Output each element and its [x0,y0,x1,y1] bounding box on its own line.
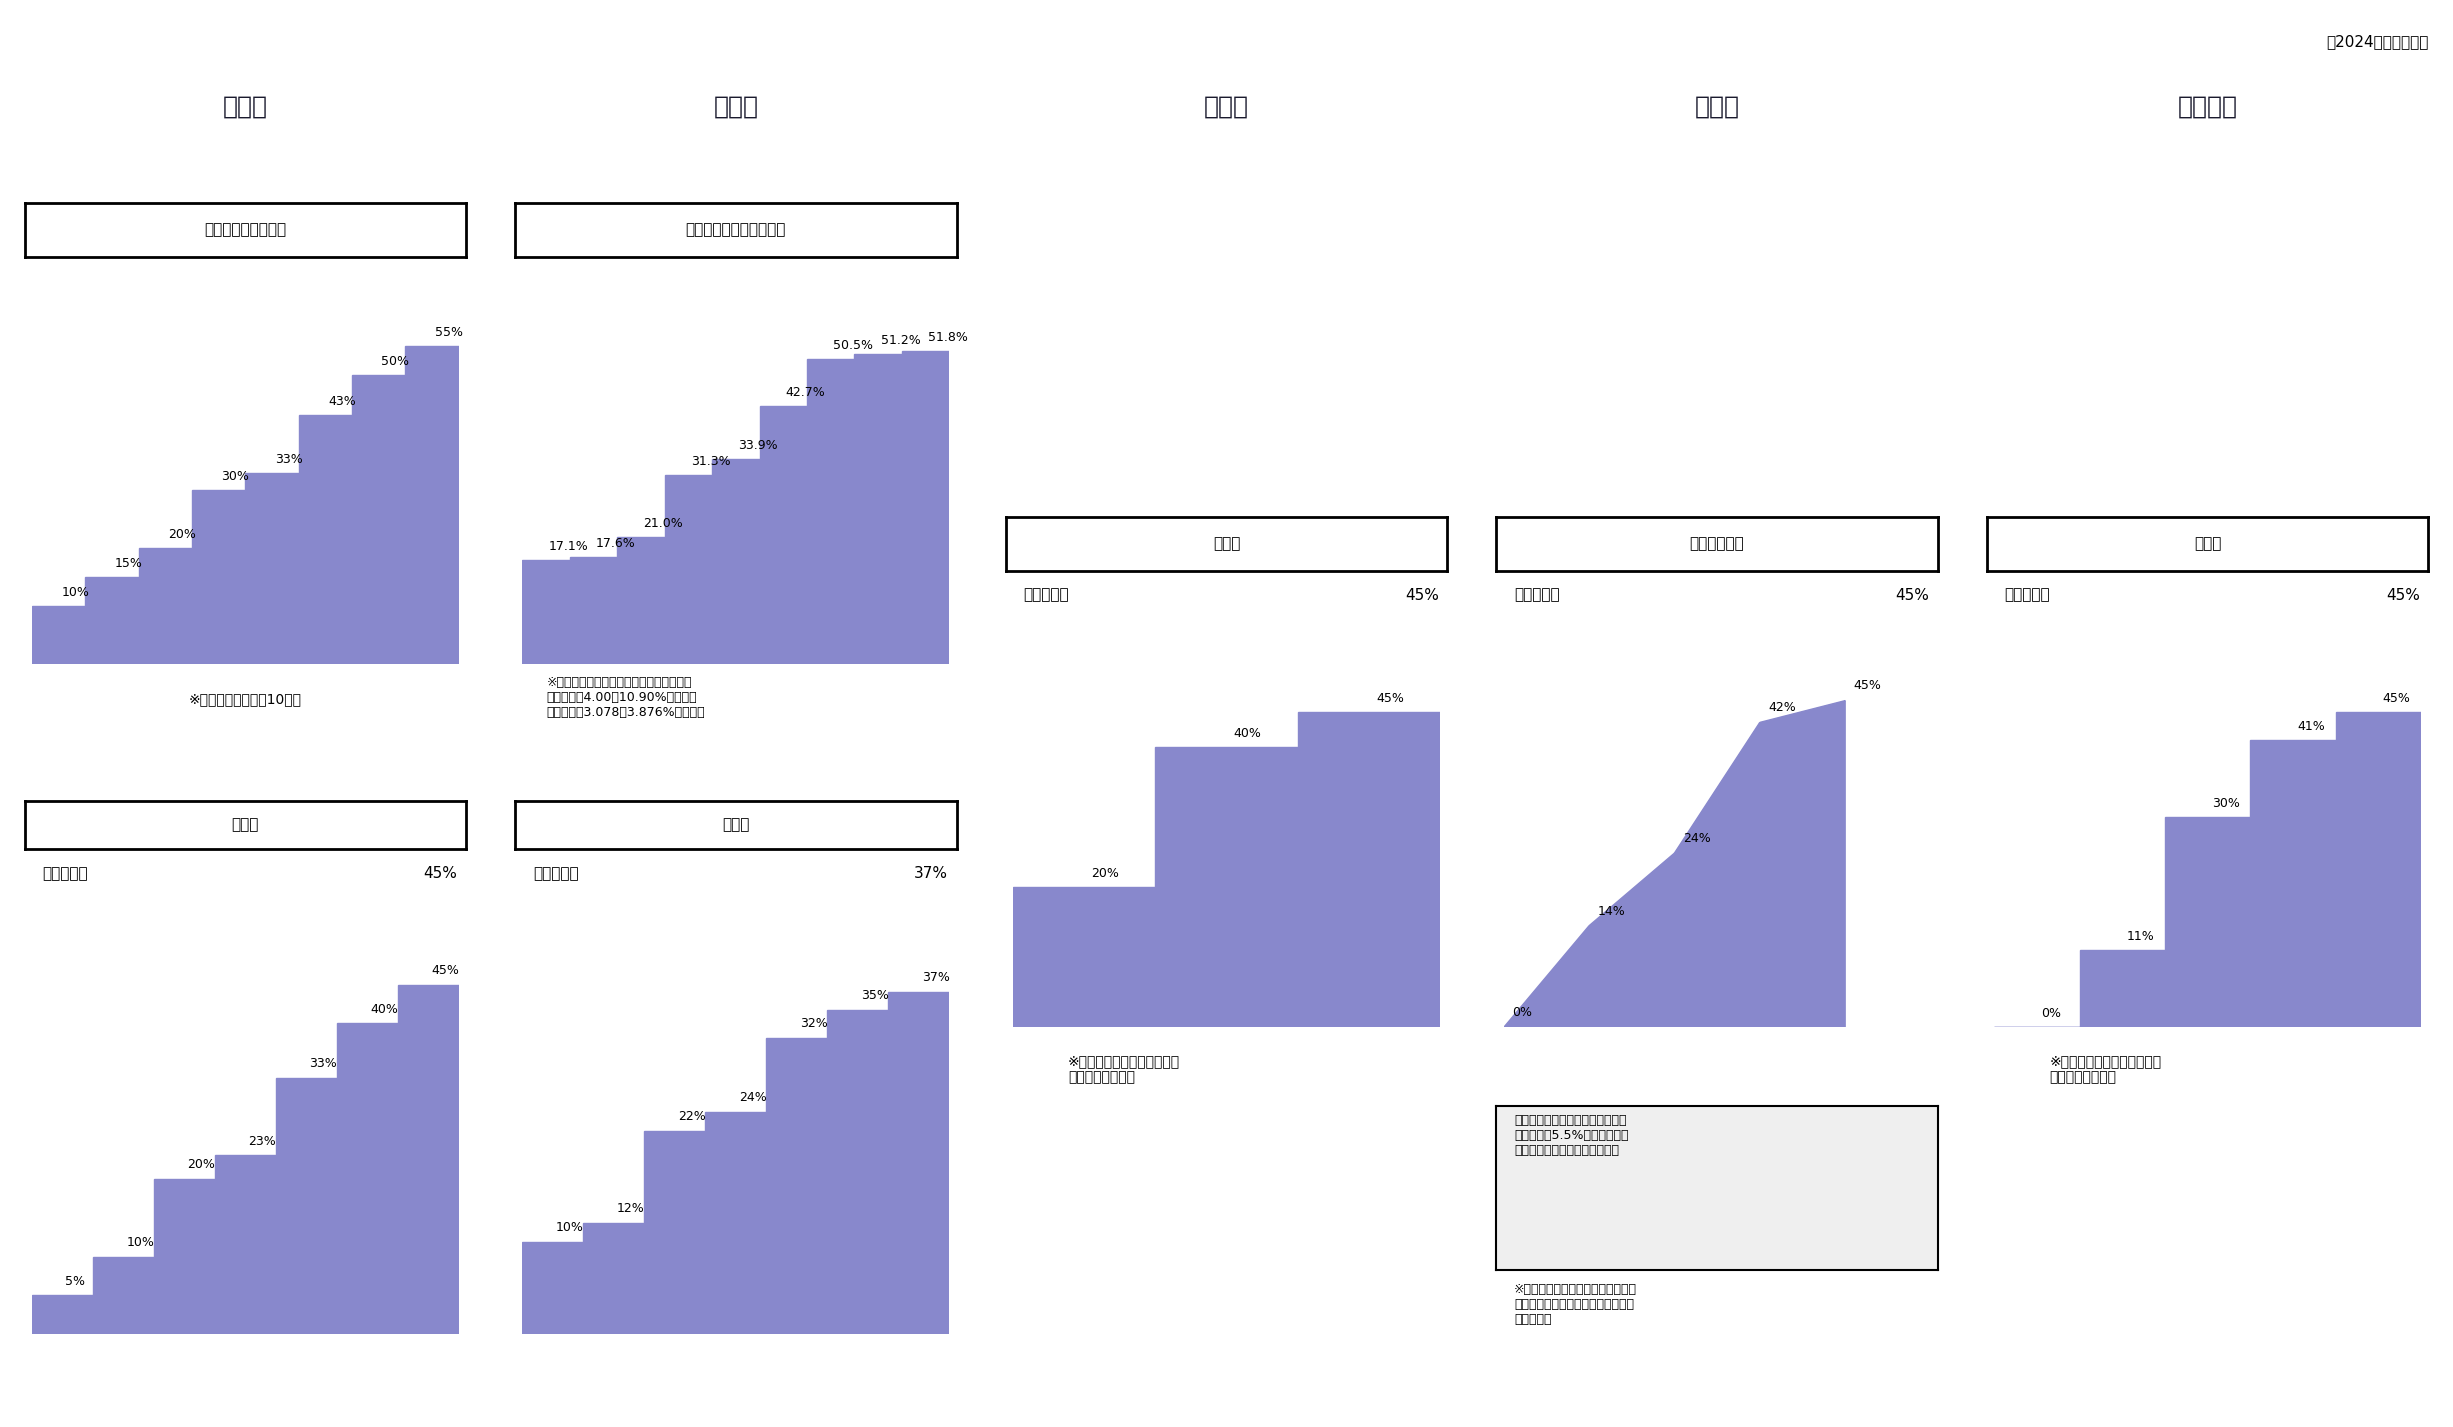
Text: 51.8%: 51.8% [927,331,969,344]
Text: 37%: 37% [922,970,949,983]
Text: 0%: 0% [1511,1006,1533,1019]
Polygon shape [1504,701,1845,1027]
Text: （７段階）: （７段階） [42,866,88,880]
Text: 17.1%: 17.1% [549,541,589,554]
Text: 45%: 45% [1854,679,1881,692]
Text: 所得税: 所得税 [2193,537,2222,551]
Text: 32%: 32% [800,1017,827,1030]
Text: 0%: 0% [2041,1007,2061,1020]
Text: ※所得税は共有税であり、連邦、州
　及び市町村にそれぞれ税収が配分
　される。: ※所得税は共有税であり、連邦、州 及び市町村にそれぞれ税収が配分 される。 [1514,1283,1636,1326]
Text: 45%: 45% [1376,692,1403,705]
Polygon shape [1013,712,1440,1027]
Text: ※個人所得に対して課される
　地方税はない。: ※個人所得に対して課される 地方税はない。 [1067,1055,1180,1085]
Text: 米　国: 米 国 [714,96,758,118]
Text: ドイツ: ドイツ [1695,96,1739,118]
Text: 30%: 30% [221,471,250,484]
Polygon shape [1994,712,2421,1027]
Text: （７段階）: （７段階） [532,866,579,880]
Text: 所得税（＊）: 所得税（＊） [1690,537,1744,551]
Text: 20%: 20% [167,528,196,541]
Text: 51.2%: 51.2% [881,334,920,347]
Text: 21.0%: 21.0% [643,517,684,529]
Text: 33%: 33% [309,1057,336,1070]
Text: 日　本: 日 本 [223,96,267,118]
Text: 17.6%: 17.6% [596,537,635,551]
Text: 55%: 55% [434,327,464,340]
Text: ※個人所得に対して課される
　地方税はない。: ※個人所得に対して課される 地方税はない。 [2048,1055,2161,1085]
Polygon shape [522,351,949,664]
Text: 35%: 35% [861,989,888,1002]
Text: 所得税＋個人住民税: 所得税＋個人住民税 [204,223,287,237]
Text: 所得税: 所得税 [231,818,260,832]
Text: 30%: 30% [2213,796,2240,809]
Text: 14%: 14% [1597,905,1626,918]
Text: 43%: 43% [329,395,356,408]
Text: 33%: 33% [275,452,302,467]
Text: 所得税＋地方個人所得税: 所得税＋地方個人所得税 [687,223,785,237]
Text: 42.7%: 42.7% [785,385,827,398]
Text: 11%: 11% [2127,930,2154,943]
Text: 50%: 50% [380,355,410,368]
Text: 45%: 45% [432,963,459,976]
Text: 24%: 24% [1683,832,1710,845]
Text: （５段階）: （５段階） [2004,588,2051,602]
Text: 20%: 20% [1092,866,1119,880]
Text: （2024年１月現在）: （2024年１月現在） [2325,34,2428,49]
Polygon shape [32,985,459,1334]
Text: 40%: 40% [370,1003,397,1016]
Text: 42%: 42% [1769,701,1796,715]
Text: 所得税: 所得税 [721,818,751,832]
Text: 10%: 10% [128,1236,155,1249]
Text: 40%: 40% [1234,726,1261,739]
Text: 20%: 20% [186,1157,216,1172]
Polygon shape [522,992,949,1334]
Text: 所得税: 所得税 [1212,537,1241,551]
Text: 45%: 45% [1896,588,1928,602]
Polygon shape [32,347,459,664]
Text: 10%: 10% [61,585,88,599]
Text: 5%: 5% [66,1274,86,1287]
Text: （３段階）: （３段階） [1023,588,1070,602]
Text: 50.5%: 50.5% [834,338,873,351]
Text: 22%: 22% [677,1110,706,1123]
Text: 45%: 45% [2382,692,2411,705]
Text: （＊）所得税に加え、所得税額に
対して０～5.5%の割合で連帯
付加税（連邦税）が課される。: （＊）所得税に加え、所得税額に 対して０～5.5%の割合で連帯 付加税（連邦税）… [1514,1114,1629,1157]
Text: 37%: 37% [915,866,947,880]
Text: ※個人住民税（一律10％）: ※個人住民税（一律10％） [189,692,302,706]
Text: 12%: 12% [618,1203,645,1216]
Text: 45%: 45% [2387,588,2419,602]
Text: 33.9%: 33.9% [738,440,778,452]
Text: 英　国: 英 国 [1204,96,1249,118]
Text: 24%: 24% [738,1092,768,1104]
Text: ※ニューヨーク州・ニューヨーク市の場合
　州税率：4.00～10.90%　９段階
　市税率：3.078～3.876%　４段階: ※ニューヨーク州・ニューヨーク市の場合 州税率：4.00～10.90% ９段階 … [547,676,704,719]
Text: 45%: 45% [1406,588,1437,602]
Text: 31.3%: 31.3% [692,455,731,468]
Text: フランス: フランス [2178,96,2237,118]
Text: 15%: 15% [115,557,142,569]
Text: 45%: 45% [424,866,456,880]
Text: 10%: 10% [557,1222,584,1234]
Text: 23%: 23% [248,1134,277,1147]
Text: （方程式）: （方程式） [1514,588,1560,602]
Text: 41%: 41% [2298,719,2325,732]
